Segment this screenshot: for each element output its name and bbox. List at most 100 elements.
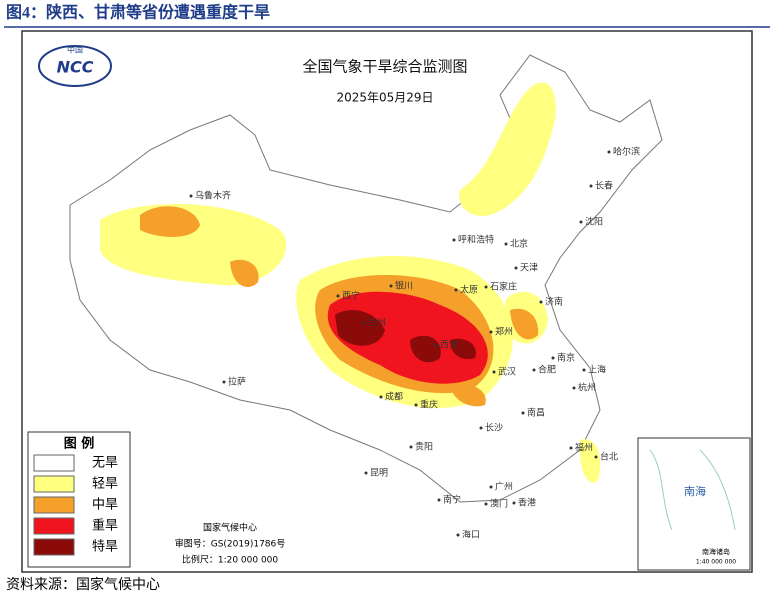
city-dot xyxy=(521,411,525,415)
city-dot xyxy=(532,368,536,372)
city-dot xyxy=(222,380,226,384)
logo-text: NCC xyxy=(57,58,94,77)
china-map xyxy=(69,54,663,503)
city-label: 银川 xyxy=(395,280,413,292)
city-label: 长沙 xyxy=(485,422,503,434)
city-label: 拉萨 xyxy=(228,376,246,388)
legend-label: 特旱 xyxy=(92,540,118,555)
legend-label: 无旱 xyxy=(92,456,118,471)
city-label: 广州 xyxy=(495,481,513,493)
inset-sea: 南海 xyxy=(684,484,706,498)
legend-label: 中旱 xyxy=(92,498,118,513)
city-dot xyxy=(414,403,418,407)
city-dot xyxy=(452,238,456,242)
city-dot xyxy=(434,343,438,347)
city-label: 西安 xyxy=(440,339,458,351)
city-label: 北京 xyxy=(510,238,528,250)
city-label: 长春 xyxy=(595,180,613,192)
city-dot xyxy=(489,485,493,489)
city-label: 重庆 xyxy=(420,399,438,411)
city-label: 南昌 xyxy=(527,407,545,419)
city-label: 西宁 xyxy=(342,290,360,302)
legend-title: 图 例 xyxy=(64,436,95,452)
legend-swatch xyxy=(33,475,75,493)
city-dot xyxy=(569,446,573,450)
city-label: 南宁 xyxy=(443,494,461,506)
city-label: 海口 xyxy=(462,529,480,541)
city-label: 成都 xyxy=(385,391,403,403)
source-note: 资料来源：国家气候中心 xyxy=(6,576,160,593)
city-dot xyxy=(189,194,193,198)
map-title: 全国气象干旱综合监测图 xyxy=(302,58,467,76)
city-dot xyxy=(579,220,583,224)
city-label: 澳门 xyxy=(490,498,508,510)
extreme-drought xyxy=(335,310,476,363)
city-label: 呼和浩特 xyxy=(458,234,494,246)
legend-label: 重旱 xyxy=(92,518,118,534)
city-dot xyxy=(514,266,518,270)
city-dot xyxy=(364,471,368,475)
city-dot xyxy=(492,370,496,374)
city-dot xyxy=(539,300,543,304)
city-dot xyxy=(389,284,393,288)
city-dot xyxy=(594,455,598,459)
credits: 国家气候中心 审图号：GS(2019)1786号 比例尺：1:20 000 00… xyxy=(175,522,286,566)
city-label: 天津 xyxy=(520,263,538,274)
legend-swatch xyxy=(33,517,75,535)
city-label: 香港 xyxy=(518,497,536,509)
city-label: 乌鲁木齐 xyxy=(195,190,231,202)
inset-islands: 南海诸岛 xyxy=(702,547,730,556)
inset: 南海 南海诸岛 1:40 000 000 xyxy=(637,437,751,571)
logo: 中国 NCC xyxy=(38,45,112,87)
city-dot xyxy=(456,533,460,537)
city-dot xyxy=(582,368,586,372)
city-dot xyxy=(589,184,593,188)
city-label: 杭州 xyxy=(578,382,596,394)
city-label: 贵阳 xyxy=(415,441,433,453)
logo-caption: 中国 xyxy=(67,45,83,55)
legend-label: 轻旱 xyxy=(92,477,118,492)
city-dot xyxy=(362,321,366,325)
city-label: 武汉 xyxy=(498,366,516,378)
city-label: 合肥 xyxy=(538,364,556,376)
city-dot xyxy=(479,426,483,430)
city-label: 哈尔滨 xyxy=(613,146,640,158)
city-dot xyxy=(379,395,383,399)
city-label: 兰州 xyxy=(368,317,386,329)
city-dot xyxy=(454,288,458,292)
figure-title: 图4：陕西、甘肃等省份遭遇重度干旱 xyxy=(6,3,270,22)
city-label: 郑州 xyxy=(495,326,513,338)
city-label: 南京 xyxy=(557,352,575,364)
city-dot xyxy=(572,386,576,390)
city-dot xyxy=(437,498,441,502)
city-dot xyxy=(607,150,611,154)
city-label: 济南 xyxy=(545,296,563,308)
legend-swatch xyxy=(33,496,75,514)
legend-swatch xyxy=(33,538,75,556)
city-label: 太原 xyxy=(460,284,478,296)
city-dot xyxy=(489,330,493,334)
city-label: 上海 xyxy=(588,364,606,376)
city-dot xyxy=(409,445,413,449)
city-dot xyxy=(551,356,555,360)
city-label: 沈阳 xyxy=(585,216,603,228)
city-dot xyxy=(512,501,516,505)
city-dot xyxy=(484,502,488,506)
city-label: 福州 xyxy=(575,442,593,454)
city-label: 石家庄 xyxy=(490,281,517,293)
inset-scale: 1:40 000 000 xyxy=(696,559,736,566)
credit: 比例尺：1:20 000 000 xyxy=(182,554,279,566)
city-dot xyxy=(484,285,488,289)
credit: 国家气候中心 xyxy=(203,522,257,534)
city-dot xyxy=(336,294,340,298)
map-date: 2025年05月29日 xyxy=(336,91,433,105)
legend-swatch xyxy=(33,454,75,472)
city-dot xyxy=(504,242,508,246)
credit: 审图号：GS(2019)1786号 xyxy=(175,538,286,550)
city-label: 台北 xyxy=(600,451,618,463)
city-label: 昆明 xyxy=(370,468,388,479)
